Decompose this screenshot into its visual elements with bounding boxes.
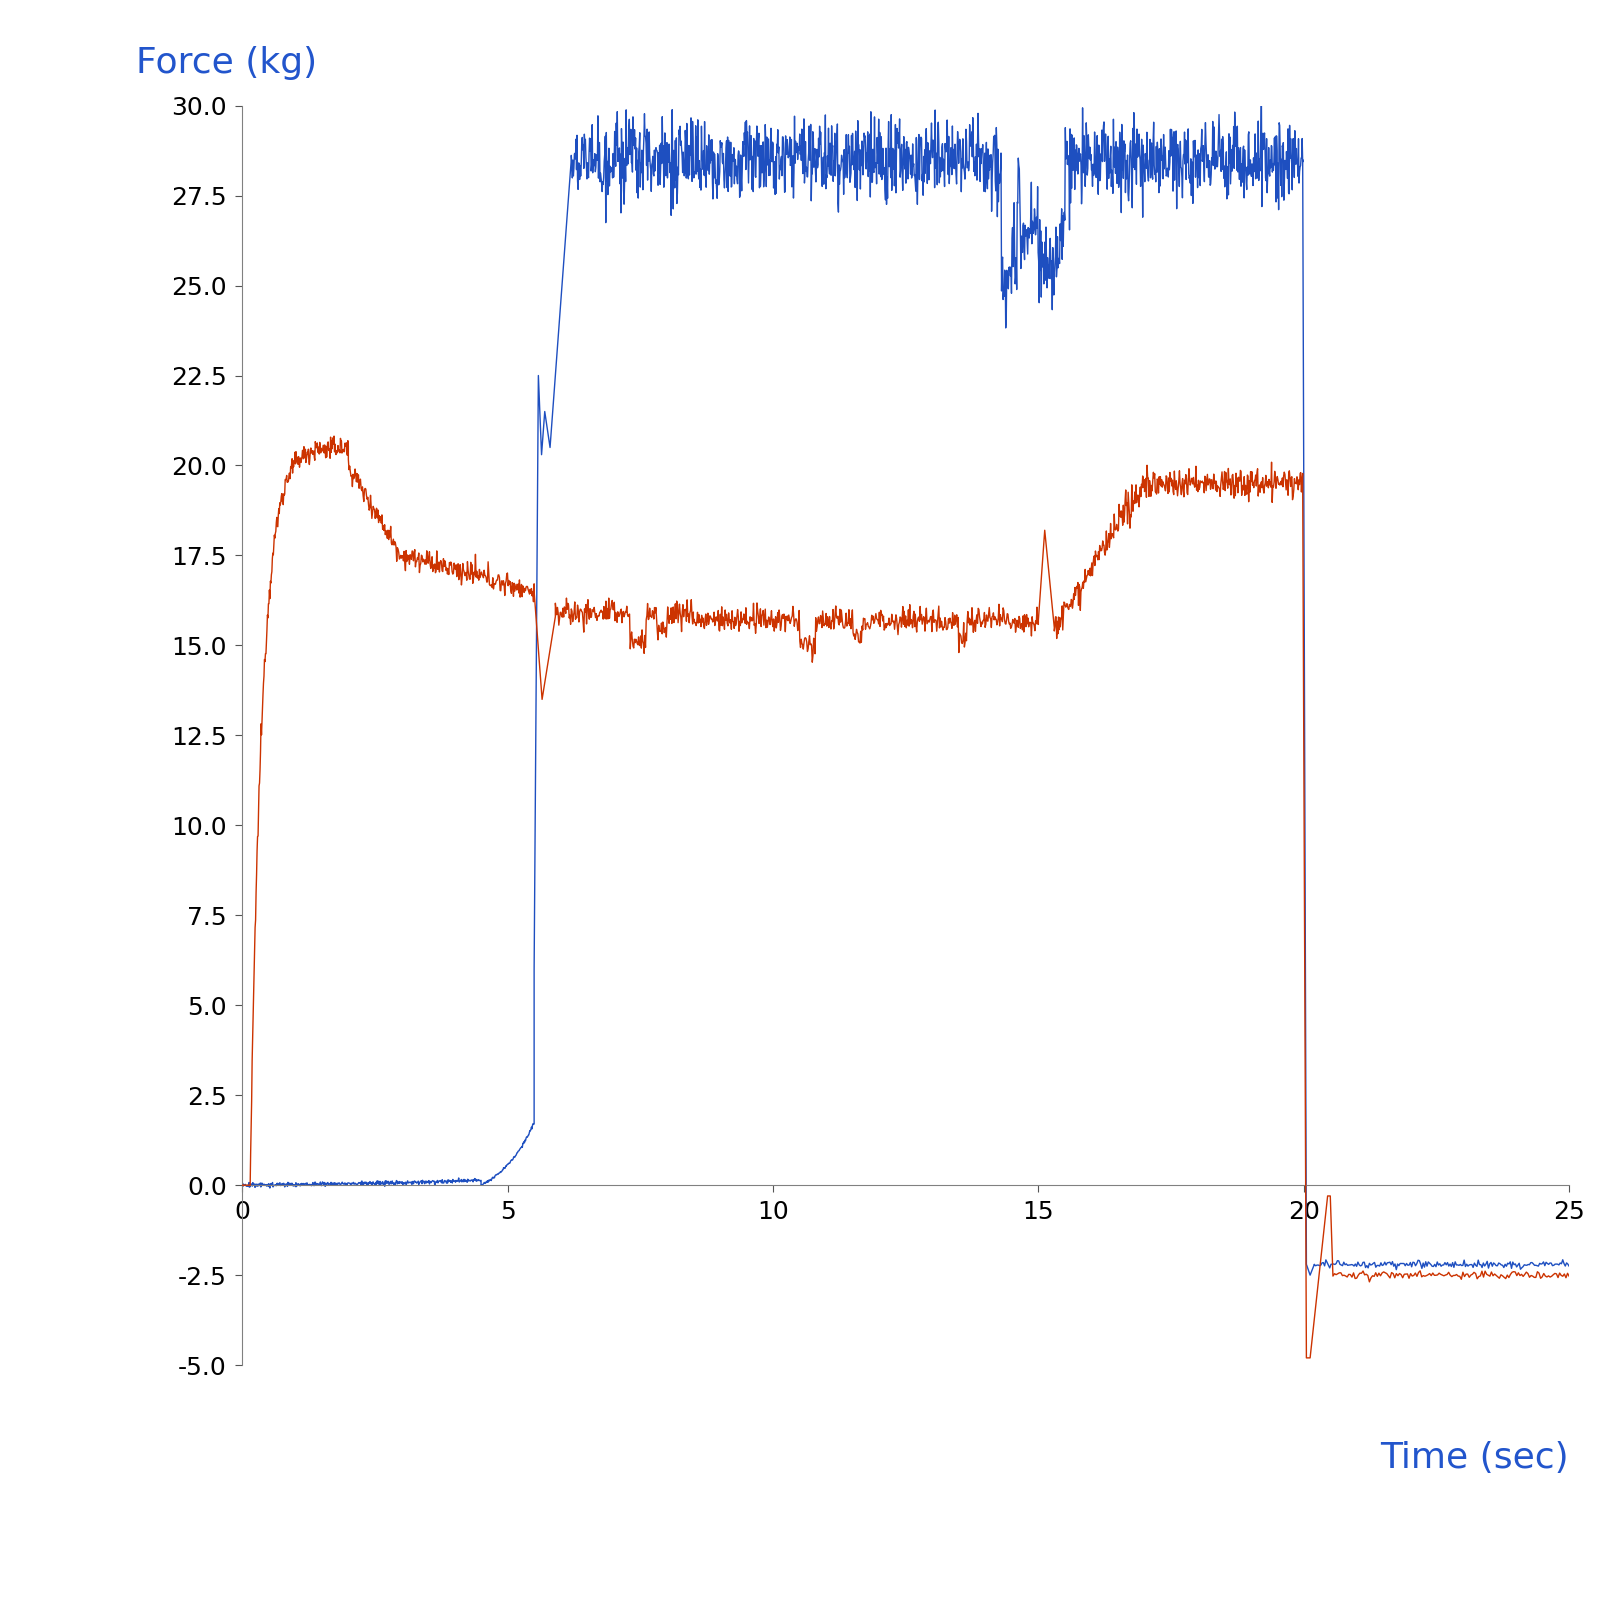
Text: Force (kg): Force (kg) (136, 46, 317, 80)
Text: Time (sec): Time (sec) (1381, 1440, 1570, 1475)
